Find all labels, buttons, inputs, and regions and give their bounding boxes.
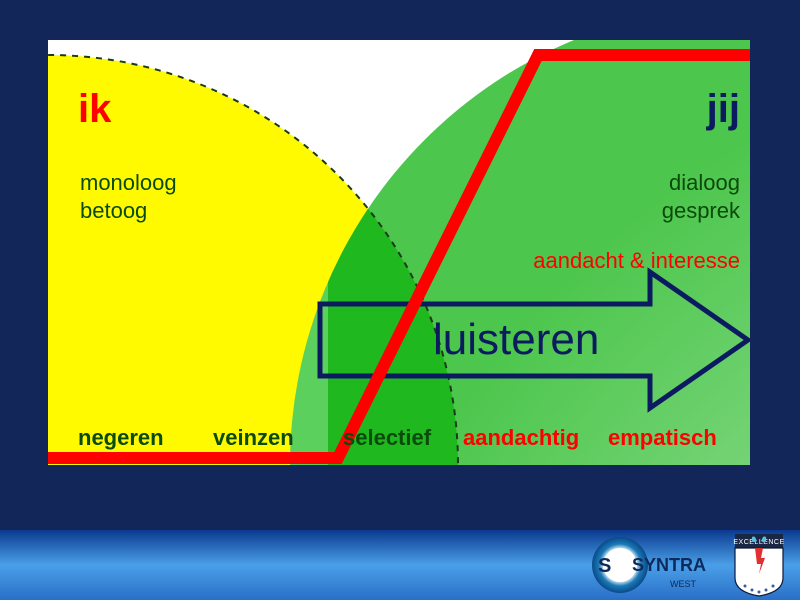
label-luisteren: luisteren — [433, 315, 599, 364]
axis-aandachtig: aandachtig — [463, 425, 579, 450]
label-monoloog: monoloog — [80, 170, 177, 195]
title-ik: ik — [78, 87, 112, 131]
axis-veinzen: veinzen — [213, 425, 294, 450]
label-betoog: betoog — [80, 198, 147, 223]
syntra-s: S — [598, 555, 611, 577]
axis-negeren: negeren — [78, 425, 164, 450]
title-jij: jij — [706, 87, 740, 131]
diagram-svg: ik jij monoloog betoog dialoog gesprek a… — [48, 40, 750, 465]
listening-diagram: ik jij monoloog betoog dialoog gesprek a… — [48, 40, 750, 465]
label-aandacht: aandacht & interesse — [533, 248, 740, 273]
footer-svg: SYNTRA WEST S EXCELLENCE — [0, 530, 800, 600]
syntra-sub: WEST — [670, 579, 697, 589]
footer-bar: SYNTRA WEST S EXCELLENCE — [0, 530, 800, 600]
label-dialoog: dialoog — [669, 170, 740, 195]
excellence-text: EXCELLENCE — [733, 539, 784, 546]
syntra-text: SYNTRA — [632, 555, 706, 575]
axis-selectief: selectief — [343, 425, 432, 450]
label-gesprek: gesprek — [662, 198, 741, 223]
axis-empatisch: empatisch — [608, 425, 717, 450]
excellence-logo: EXCELLENCE — [733, 534, 784, 596]
